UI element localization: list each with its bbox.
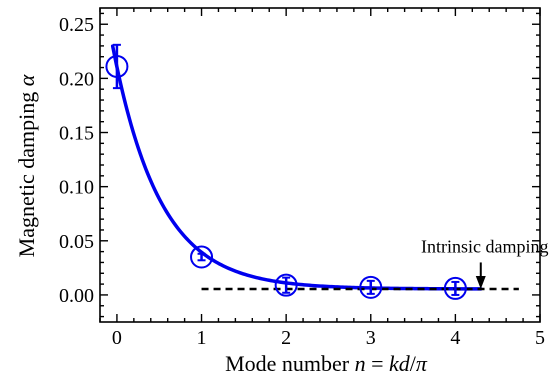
y-tick-label: 0.20 <box>59 68 94 90</box>
data-point <box>274 273 298 297</box>
axes: 0 1 2 3 4 5 0.00 0.05 0.10 0.15 0.20 0.25 <box>59 7 545 349</box>
x-tick-label: 0 <box>112 327 122 349</box>
annotations: Intrinsic damping <box>421 236 549 289</box>
data-point <box>190 245 214 269</box>
y-tick-label: 0.25 <box>59 14 94 36</box>
y-tick-label: 0.05 <box>59 231 94 253</box>
x-axis-label: Mode number n = kd/π <box>225 351 428 376</box>
plot-frame <box>99 7 541 323</box>
data-point <box>443 276 467 300</box>
y-tick-label: 0.00 <box>59 285 94 307</box>
data-points <box>105 43 467 300</box>
x-tick-label: 1 <box>197 327 207 349</box>
data-point <box>359 275 383 299</box>
y-tick-label: 0.10 <box>59 177 94 199</box>
x-tick-label: 3 <box>366 327 376 349</box>
annotation-arrow-head <box>475 275 486 289</box>
y-axis-label: Magnetic damping α <box>14 74 39 257</box>
x-tick-label: 2 <box>281 327 291 349</box>
x-tick-label: 5 <box>535 327 545 349</box>
annotation-label: Intrinsic damping <box>421 236 548 256</box>
x-tick-label: 4 <box>450 327 460 349</box>
y-tick-label: 0.15 <box>59 123 94 145</box>
data-point <box>105 54 129 78</box>
